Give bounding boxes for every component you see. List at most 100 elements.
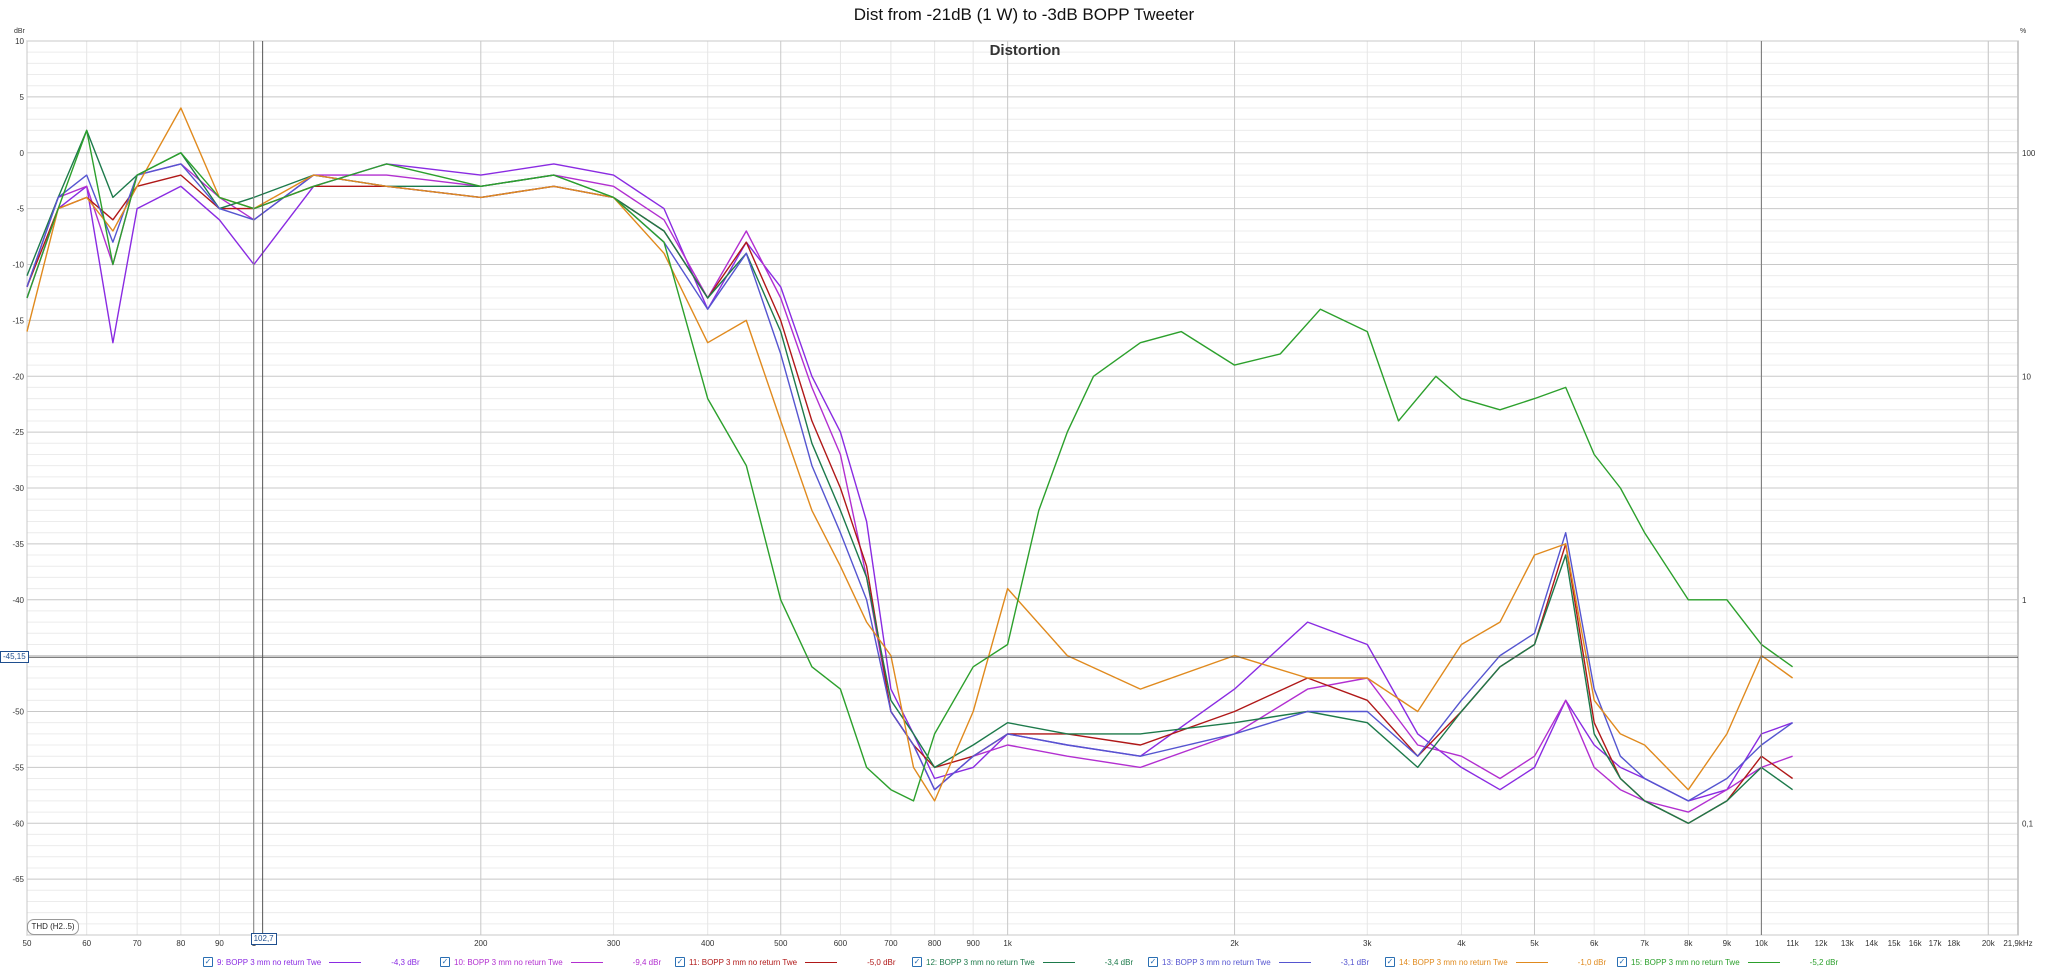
x-tick-label: 3k — [1363, 939, 1372, 948]
series-line-4 — [26, 129, 1794, 824]
right-tick-label: 0,1 — [2022, 819, 2034, 828]
chart-title: Distortion — [990, 42, 1061, 59]
legend-series-name: 14: BOPP 3 mm no return Twe — [1399, 957, 1508, 967]
x-tick-label: 8k — [1684, 939, 1693, 948]
x-tick-label: 600 — [834, 939, 848, 948]
legend-series-name: 15: BOPP 3 mm no return Twe — [1631, 957, 1740, 967]
y-tick-label: -15 — [12, 316, 24, 325]
major-grid — [26, 40, 2019, 936]
x-tick-label: 300 — [607, 939, 621, 948]
x-tick-label: 60 — [82, 939, 91, 948]
legend-series-value: -3,1 dBr — [1340, 957, 1370, 967]
legend-swatch — [805, 961, 838, 963]
legend-item[interactable]: ✓ 14: BOPP 3 mm no return Twe -1,0 dBr — [1385, 955, 1606, 969]
series-line-5 — [26, 163, 1794, 802]
series-line-1 — [26, 163, 1793, 802]
legend-checkbox[interactable]: ✓ — [675, 957, 685, 967]
x-tick-label: 15k — [1888, 939, 1902, 948]
x-tick-label: 14k — [1865, 939, 1879, 948]
x-tick-label: 10k — [1755, 939, 1769, 948]
legend-series-name: 13: BOPP 3 mm no return Twe — [1162, 957, 1271, 967]
legend-swatch — [1278, 961, 1311, 963]
legend-swatch — [1515, 961, 1548, 963]
y-tick-label: -40 — [12, 596, 24, 605]
y-tick-label: -10 — [12, 261, 24, 270]
y-tick-label: -30 — [12, 484, 24, 493]
legend-item[interactable]: ✓ 9: BOPP 3 mm no return Twe -4,3 dBr — [203, 955, 420, 969]
x-tick-label: 700 — [884, 939, 898, 948]
legend-item[interactable]: ✓ 12: BOPP 3 mm no return Twe -3,4 dBr — [912, 955, 1133, 969]
legend-series-value: -1,0 dBr — [1577, 957, 1607, 967]
x-tick-label: 11k — [1786, 939, 1799, 948]
right-tick-label: 10 — [2022, 372, 2031, 381]
window-title: Dist from -21dB (1 W) to -3dB BOPP Tweet… — [853, 5, 1195, 24]
legend-checkbox[interactable]: ✓ — [203, 957, 213, 967]
series-line-7 — [26, 129, 1794, 802]
y-tick-label: -25 — [12, 428, 24, 437]
right-tick-label: 100 — [2022, 149, 2036, 158]
tick-labels: 1050-5-10-15-20-25-30-35-40-45-50-55-60-… — [12, 37, 2035, 948]
x-tick-label: 7k — [1640, 939, 1649, 948]
x-tick-label: 5k — [1530, 939, 1539, 948]
legend-swatch — [329, 961, 362, 963]
y-tick-label: -20 — [12, 372, 24, 381]
y-tick-label: -55 — [12, 763, 24, 772]
legend-item[interactable]: ✓ 15: BOPP 3 mm no return Twe -5,2 dBr — [1617, 955, 1838, 969]
legend: ✓ 9: BOPP 3 mm no return Twe -4,3 dBr ✓ 10: … — [0, 955, 2048, 969]
legend-series-name: 9: BOPP 3 mm no return Twe — [217, 957, 322, 967]
legend-checkbox[interactable]: ✓ — [1148, 957, 1158, 967]
series-layer — [26, 107, 1794, 824]
x-tick-label: 18k — [1947, 939, 1961, 948]
y-tick-label: 0 — [20, 149, 25, 158]
legend-item[interactable]: ✓ 10: BOPP 3 mm no return Twe -9,4 dBr — [440, 955, 661, 969]
legend-item[interactable]: ✓ 11: BOPP 3 mm no return Twe -5,0 dBr — [675, 955, 896, 969]
x-tick-label: 50 — [23, 939, 32, 948]
cursor-x-readout: 102,7 — [250, 933, 277, 945]
x-tick-label: 90 — [215, 939, 224, 948]
x-tick-label: 17k — [1929, 939, 1943, 948]
x-tick-label: 12k — [1815, 939, 1829, 948]
x-tick-label: 900 — [966, 939, 980, 948]
legend-item[interactable]: ✓ 13: BOPP 3 mm no return Twe -3,1 dBr — [1148, 955, 1369, 969]
legend-checkbox[interactable]: ✓ — [1617, 957, 1627, 967]
legend-series-name: 12: BOPP 3 mm no return Twe — [926, 957, 1035, 967]
x-tick-label: 9k — [1723, 939, 1732, 948]
x-tick-label: 2k — [1230, 939, 1239, 948]
legend-swatch — [1042, 961, 1075, 963]
left-unit-label: dBr — [14, 28, 26, 35]
cursor-y-readout: -45,15 — [0, 651, 29, 664]
legend-series-value: -9,4 dBr — [632, 957, 662, 967]
legend-series-name: 11: BOPP 3 mm no return Twe — [689, 957, 798, 967]
right-unit-label: % — [2020, 28, 2026, 35]
x-tick-label: 70 — [133, 939, 142, 948]
x-tick-label: 400 — [701, 939, 715, 948]
thd-selector[interactable]: THD (H2..5) — [27, 919, 79, 935]
legend-series-value: -5,0 dBr — [867, 957, 896, 967]
legend-series-value: -3,4 dBr — [1104, 957, 1134, 967]
x-tick-label: 1k — [1003, 939, 1012, 948]
x-tick-label: 200 — [474, 939, 488, 948]
right-tick-label: 1 — [2022, 596, 2027, 605]
x-tick-label: 20k — [1982, 939, 1996, 948]
x-tick-label: 16k — [1909, 939, 1923, 948]
y-tick-label: -65 — [12, 875, 24, 884]
legend-swatch — [570, 961, 603, 963]
y-tick-label: -35 — [12, 540, 24, 549]
legend-checkbox[interactable]: ✓ — [912, 957, 922, 967]
minor-grid — [27, 41, 2018, 935]
legend-series-value: -4,3 dBr — [391, 957, 420, 967]
legend-checkbox[interactable]: ✓ — [1385, 957, 1395, 967]
y-tick-label: 10 — [15, 37, 24, 46]
y-tick-label: -5 — [17, 205, 25, 214]
legend-checkbox[interactable]: ✓ — [440, 957, 450, 967]
y-tick-label: -50 — [12, 708, 24, 717]
legend-series-name: 10: BOPP 3 mm no return Twe — [454, 957, 563, 967]
x-tick-label: 80 — [176, 939, 185, 948]
x-tick-label: 21,9kHz — [2003, 939, 2032, 948]
x-tick-label: 6k — [1590, 939, 1599, 948]
x-tick-label: 500 — [774, 939, 788, 948]
legend-swatch — [1747, 961, 1780, 963]
x-tick-label: 4k — [1457, 939, 1466, 948]
cursor-layer[interactable] — [27, 41, 2018, 935]
